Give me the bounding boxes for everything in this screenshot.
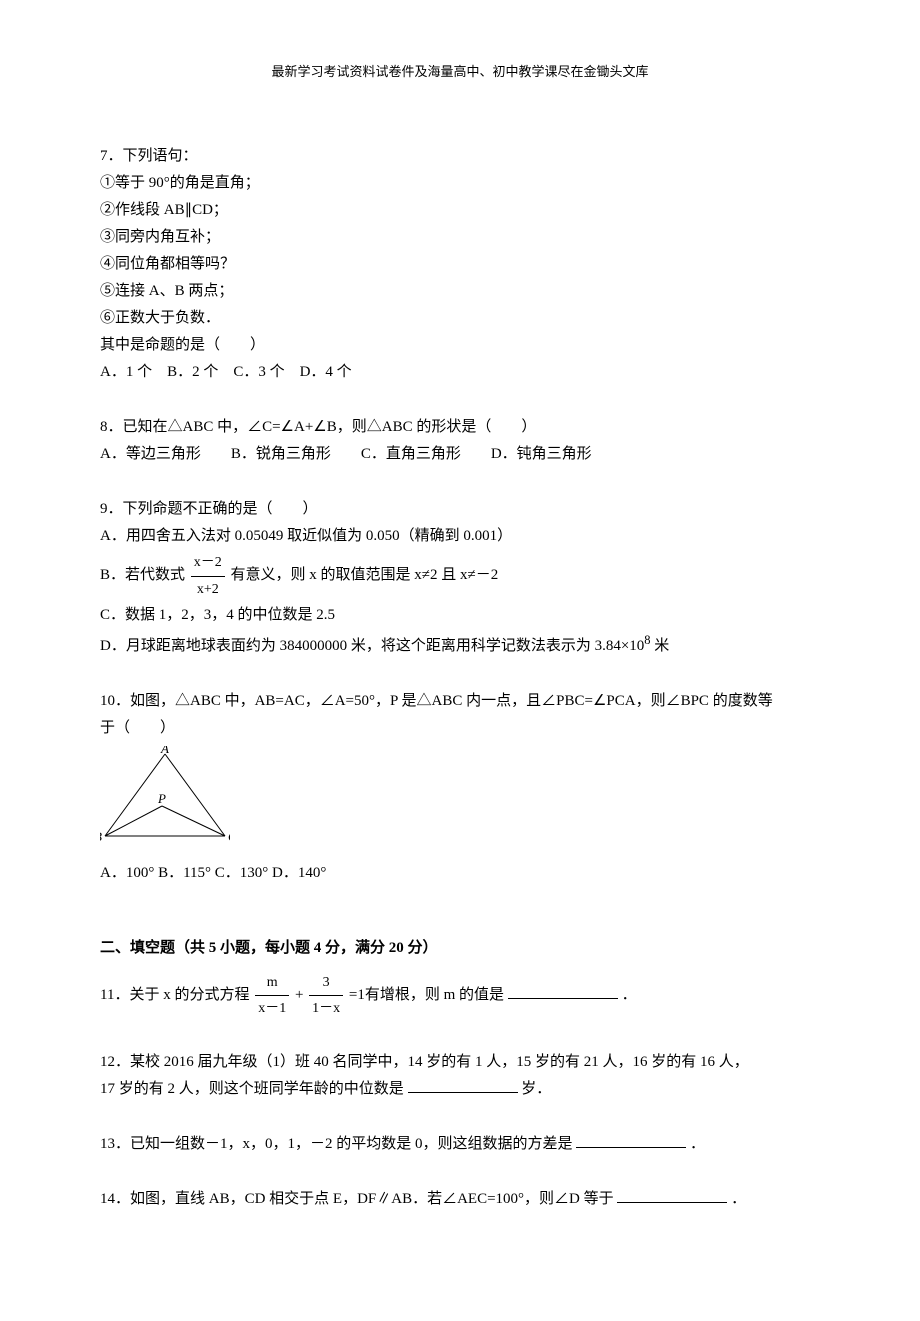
q7-item-6: ⑥正数大于负数． bbox=[100, 305, 820, 332]
page-header: 最新学习考试资料试卷件及海量高中、初中教学课尽在金锄头文库 bbox=[100, 60, 820, 83]
fraction-denominator: x－1 bbox=[255, 996, 289, 1021]
svg-text:P: P bbox=[157, 791, 166, 806]
q12-line2-pre: 17 岁的有 2 人，则这个班同学年龄的中位数是 bbox=[100, 1081, 404, 1097]
q10-stem1: 10．如图，△ABC 中，AB=AC，∠A=50°，P 是△ABC 内一点，且∠… bbox=[100, 688, 820, 715]
fraction-numerator: x－2 bbox=[191, 550, 225, 576]
q14-pre: 14．如图，直线 AB，CD 相交于点 E，DF∥AB．若∠AEC=100°，则… bbox=[100, 1191, 614, 1207]
q9-optD: D．月球距离地球表面约为 384000000 米，将这个距离用科学记数法表示为 … bbox=[100, 629, 820, 660]
question-13: 13．已知一组数－1，x，0，1，－2 的平均数是 0，则这组数据的方差是 ． bbox=[100, 1131, 820, 1158]
question-7: 7．下列语句： ①等于 90°的角是直角； ②作线段 AB∥CD； ③同旁内角互… bbox=[100, 143, 820, 386]
svg-text:A: A bbox=[160, 746, 169, 756]
svg-text:C: C bbox=[228, 829, 230, 844]
q11-blank bbox=[508, 984, 618, 999]
question-10: 10．如图，△ABC 中，AB=AC，∠A=50°，P 是△ABC 内一点，且∠… bbox=[100, 688, 820, 887]
question-14: 14．如图，直线 AB，CD 相交于点 E，DF∥AB．若∠AEC=100°，则… bbox=[100, 1186, 820, 1213]
fraction-numerator: 3 bbox=[309, 970, 343, 996]
q7-item-4: ④同位角都相等吗？ bbox=[100, 251, 820, 278]
q9-optB-post: 有意义，则 x 的取值范围是 x≠2 且 x≠－2 bbox=[231, 568, 499, 584]
fraction-denominator: 1－x bbox=[309, 996, 343, 1021]
q12-line2: 17 岁的有 2 人，则这个班同学年龄的中位数是 岁． bbox=[100, 1076, 820, 1103]
question-9: 9．下列命题不正确的是（ ） A．用四舍五入法对 0.05049 取近似值为 0… bbox=[100, 496, 820, 659]
q14-blank bbox=[617, 1188, 727, 1203]
q12-blank bbox=[408, 1078, 518, 1093]
q12-line2-post: 岁． bbox=[521, 1081, 551, 1097]
q8-stem: 8．已知在△ABC 中，∠C=∠A+∠B，则△ABC 的形状是（ ） bbox=[100, 414, 820, 441]
question-12: 12．某校 2016 届九年级（1）班 40 名同学中，14 岁的有 1 人，1… bbox=[100, 1049, 820, 1103]
q11-pre: 11．关于 x 的分式方程 bbox=[100, 987, 249, 1003]
q11-end: ． bbox=[622, 987, 637, 1003]
q7-tail: 其中是命题的是（ ） bbox=[100, 332, 820, 359]
q7-item-3: ③同旁内角互补； bbox=[100, 224, 820, 251]
q10-options: A．100° B．115° C．130° D．140° bbox=[100, 860, 820, 887]
q7-options: A．1 个 B．2 个 C．3 个 D．4 个 bbox=[100, 359, 820, 386]
svg-text:B: B bbox=[100, 829, 102, 844]
q12-line1: 12．某校 2016 届九年级（1）班 40 名同学中，14 岁的有 1 人，1… bbox=[100, 1049, 820, 1076]
q9-optD-post: 米 bbox=[651, 638, 670, 654]
q13-end: ． bbox=[690, 1136, 705, 1152]
question-11: 11．关于 x 的分式方程 m x－1 + 3 1－x =1有增根，则 m 的值… bbox=[100, 970, 820, 1021]
q9-stem: 9．下列命题不正确的是（ ） bbox=[100, 496, 820, 523]
q7-item-5: ⑤连接 A、B 两点； bbox=[100, 278, 820, 305]
q10-diagram: A B C P bbox=[100, 746, 820, 856]
fraction-numerator: m bbox=[255, 970, 289, 996]
section-2-title: 二、填空题（共 5 小题，每小题 4 分，满分 20 分） bbox=[100, 935, 820, 962]
q9-optB-pre: B．若代数式 bbox=[100, 568, 185, 584]
q7-item-1: ①等于 90°的角是直角； bbox=[100, 170, 820, 197]
q7-item-2: ②作线段 AB∥CD； bbox=[100, 197, 820, 224]
q13-pre: 13．已知一组数－1，x，0，1，－2 的平均数是 0，则这组数据的方差是 bbox=[100, 1136, 573, 1152]
q9-optA: A．用四舍五入法对 0.05049 取近似值为 0.050（精确到 0.001） bbox=[100, 523, 820, 550]
q7-stem: 7．下列语句： bbox=[100, 143, 820, 170]
question-8: 8．已知在△ABC 中，∠C=∠A+∠B，则△ABC 的形状是（ ） A．等边三… bbox=[100, 414, 820, 468]
q9-optD-pre: D．月球距离地球表面约为 384000000 米，将这个距离用科学记数法表示为 … bbox=[100, 638, 644, 654]
q11-fraction-1: m x－1 bbox=[255, 970, 289, 1021]
triangle-svg: A B C P bbox=[100, 746, 230, 846]
q11-plus: + bbox=[295, 987, 303, 1003]
q14-end: ． bbox=[731, 1191, 746, 1207]
q8-options: A．等边三角形 B．锐角三角形 C．直角三角形 D．钝角三角形 bbox=[100, 441, 820, 468]
q13-blank bbox=[576, 1133, 686, 1148]
q9-optC: C．数据 1，2，3，4 的中位数是 2.5 bbox=[100, 602, 820, 629]
fraction-denominator: x+2 bbox=[191, 577, 225, 602]
q9-optB: B．若代数式 x－2 x+2 有意义，则 x 的取值范围是 x≠2 且 x≠－2 bbox=[100, 550, 820, 601]
q11-fraction-2: 3 1－x bbox=[309, 970, 343, 1021]
q11-post: =1有增根，则 m 的值是 bbox=[349, 987, 504, 1003]
q9-optB-fraction: x－2 x+2 bbox=[191, 550, 225, 601]
q10-stem2: 于（ ） bbox=[100, 715, 820, 742]
